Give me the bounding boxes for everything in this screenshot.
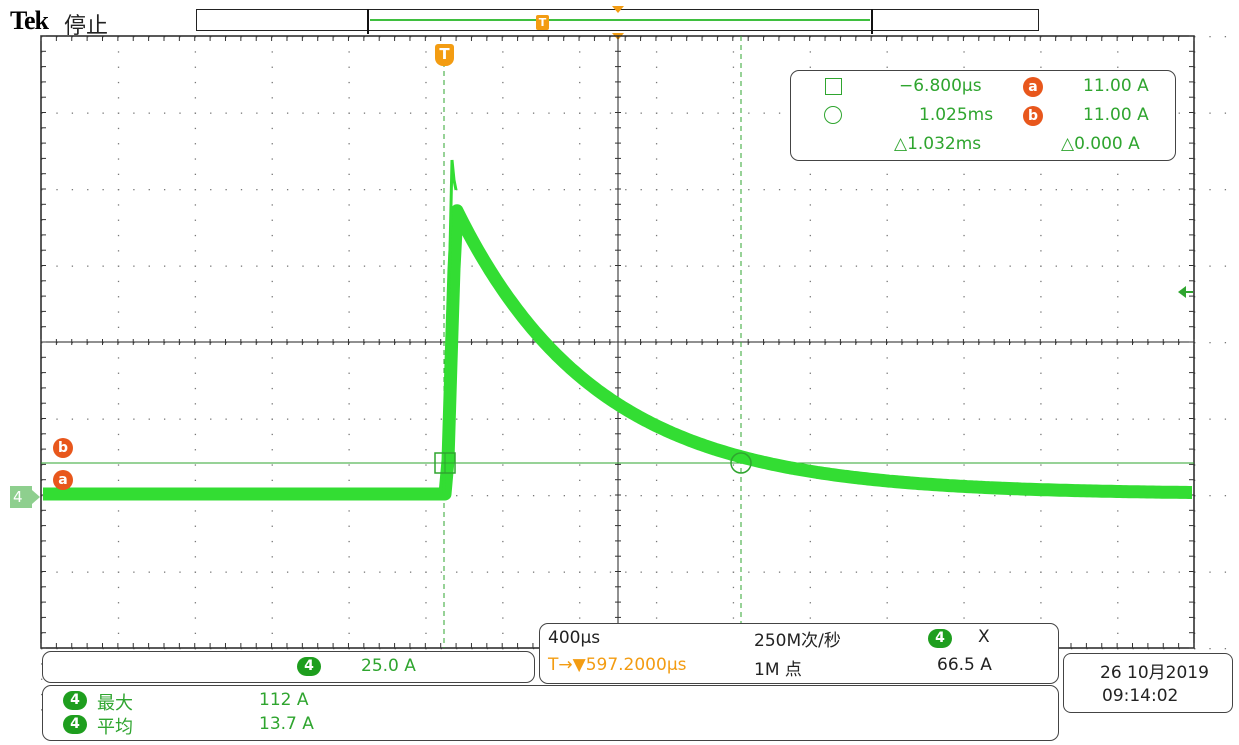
cursor-a-time: −6.800μs — [899, 76, 982, 96]
cursor-a-square-icon — [825, 78, 842, 95]
date: 26 10月2019 — [1100, 663, 1209, 683]
cursor-b-time: 1.025ms — [919, 105, 994, 125]
horizontal-trigger-panel[interactable]: 400μs 250M次/秒 4 X T→▼597.2000μs 1M 点 66.… — [539, 623, 1059, 684]
measurement-value: 13.7 A — [259, 714, 314, 734]
trigger-level-arrow-icon — [1178, 286, 1186, 298]
trigger-coupling: X — [978, 627, 990, 647]
cursor-a-marker[interactable]: a — [53, 470, 73, 490]
measurement-row: 4 最大 112 A — [63, 690, 363, 714]
cursor-b-circle-marker — [730, 452, 752, 474]
sample-rate: 250M次/秒 — [754, 631, 841, 651]
channel-4-ground-marker-tip — [32, 490, 40, 504]
cursor-delta-value: △0.000 A — [1061, 134, 1140, 154]
acquisition-state: 停止 — [64, 14, 109, 39]
cursor-delta-time: △1.032ms — [894, 134, 982, 154]
measurement-value: 112 A — [259, 690, 309, 710]
channel-4-waveform-spike — [442, 159, 458, 494]
measurement-channel-badge: 4 — [63, 691, 87, 710]
brand-logo: Tek — [10, 6, 49, 35]
channel-4-badge: 4 — [297, 657, 321, 676]
record-trigger-marker: T — [536, 15, 549, 30]
record-view-window[interactable] — [367, 9, 873, 34]
trigger-level: 66.5 A — [937, 655, 992, 675]
trigger-position: T→▼597.2000μs — [548, 655, 687, 675]
measurement-label: 平均 — [97, 717, 133, 738]
record-center-marker-top — [612, 6, 624, 13]
measurements-panel[interactable]: 4 最大 112 A 4 平均 13.7 A — [42, 685, 1059, 741]
datetime-panel: 26 10月2019 09:14:02 — [1063, 653, 1233, 713]
channel-scale-panel[interactable]: 4 25.0 A — [42, 651, 535, 683]
cursor-b-marker[interactable]: b — [53, 438, 73, 458]
measurement-label: 最大 — [97, 693, 133, 714]
measurement-row: 4 平均 13.7 A — [63, 714, 363, 738]
cursor-a-badge: a — [1023, 77, 1043, 97]
cursor-readout-panel: −6.800μs a 11.00 A 1.025ms b 11.00 A △1.… — [790, 70, 1176, 161]
cursor-b-circle-icon — [824, 106, 842, 124]
cursor-a-value: 11.00 A — [1083, 76, 1149, 96]
time: 09:14:02 — [1102, 686, 1179, 706]
channel-4-scale: 25.0 A — [361, 656, 416, 676]
trigger-position-marker[interactable]: T — [435, 44, 454, 66]
measurement-channel-badge: 4 — [63, 715, 87, 734]
timebase: 400μs — [548, 628, 601, 648]
cursor-b-badge: b — [1023, 106, 1043, 126]
channel-4-ground-marker[interactable]: 4 — [10, 486, 32, 508]
record-view-waveform — [370, 19, 870, 21]
record-length: 1M 点 — [754, 660, 802, 680]
trigger-channel-badge: 4 — [928, 629, 952, 648]
cursor-b-value: 11.00 A — [1083, 105, 1149, 125]
channel-4-waveform — [39, 204, 1196, 501]
